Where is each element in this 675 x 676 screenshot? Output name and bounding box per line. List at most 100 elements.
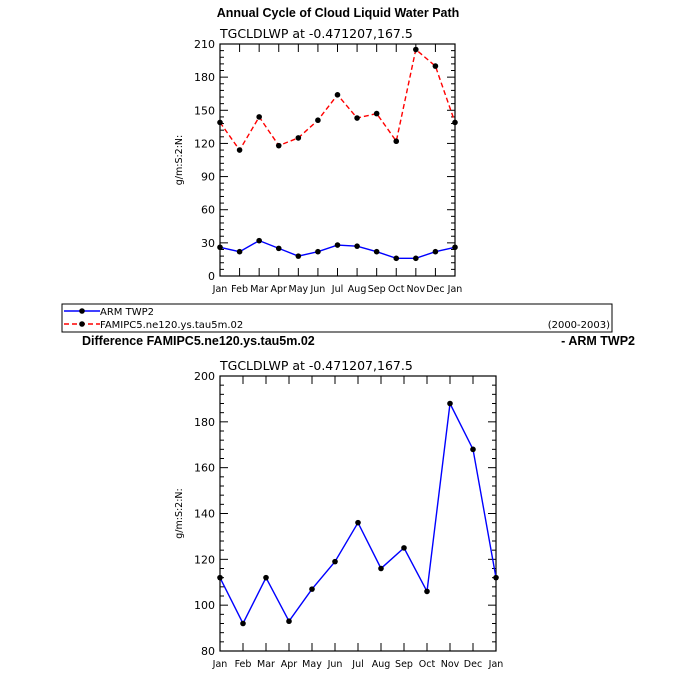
data-point: [295, 253, 302, 259]
top-chart-title: Annual Cycle of Cloud Liquid Water Path: [217, 6, 460, 20]
x-tick-label: Apr: [281, 659, 298, 670]
data-point: [315, 117, 321, 124]
difference-title: Difference FAMIPC5.ne120.ys.tau5m.02: [82, 334, 315, 348]
x-tick-label: May: [289, 284, 309, 295]
data-point: [332, 558, 338, 565]
x-tick-label: Nov: [441, 659, 460, 670]
y-axis-label: g/m:S:2:N:: [174, 488, 185, 538]
y-tick-label: 30: [201, 237, 215, 250]
y-tick-label: 0: [208, 270, 215, 283]
y-tick-label: 60: [201, 204, 215, 217]
x-tick-label: Aug: [372, 659, 391, 670]
y-axis-label: g/m:S:2:N:: [174, 135, 185, 185]
data-point: [413, 255, 419, 262]
data-point: [334, 242, 341, 248]
plot-frame: [219, 43, 456, 277]
legend: ARM TWP2 FAMIPC5.ne120.ys.tau5m.02 (2000-…: [61, 303, 613, 333]
y-tick-label: 180: [194, 416, 215, 429]
data-point: [355, 519, 361, 526]
x-tick-label: May: [302, 659, 322, 670]
data-point: [373, 110, 380, 117]
y-tick-label: 90: [201, 171, 215, 184]
x-tick-label: Sep: [368, 284, 386, 295]
data-point: [393, 138, 400, 145]
y-tick-label: 120: [194, 137, 215, 150]
x-tick-label: Jan: [212, 284, 228, 295]
x-tick-label: Jun: [309, 284, 325, 295]
y-tick-label: 140: [194, 508, 215, 521]
x-tick-label: Jun: [327, 659, 343, 670]
data-point: [354, 243, 360, 249]
y-tick-label: 80: [201, 645, 215, 658]
data-point: [354, 115, 360, 121]
data-point: [315, 248, 321, 255]
x-tick-label: Sep: [395, 659, 413, 670]
x-tick-label: Feb: [235, 659, 252, 670]
x-tick-label: Oct: [388, 284, 405, 295]
data-point: [263, 574, 269, 581]
x-tick-label: Feb: [231, 284, 248, 295]
data-point: [452, 244, 458, 251]
data-point: [393, 255, 400, 262]
x-tick-label: Mar: [250, 284, 268, 295]
data-point: [432, 248, 439, 255]
y-tick-label: 120: [194, 553, 215, 566]
data-point: [334, 92, 341, 98]
x-tick-label: Dec: [426, 284, 444, 295]
data-point: [286, 618, 292, 625]
difference-chart: TGCLDLWP at -0.471207,167.5 80 100 120 140 16…: [174, 358, 503, 670]
x-tick-label: Nov: [407, 284, 426, 295]
chart-subtitle: TGCLDLWP at -0.471207,167.5: [219, 358, 413, 373]
data-point: [452, 119, 458, 126]
legend-marker: [79, 321, 85, 327]
x-tick-label: Dec: [464, 659, 482, 670]
data-point: [378, 565, 384, 572]
y-tick-label: 200: [194, 370, 215, 383]
data-point: [295, 135, 302, 141]
x-tick-label: Oct: [419, 659, 436, 670]
data-point: [217, 574, 223, 581]
data-point: [256, 114, 262, 120]
data-point: [413, 46, 419, 53]
data-point: [470, 446, 476, 453]
x-tick-label: Jan: [212, 659, 228, 670]
x-tick-label: Jul: [351, 659, 363, 670]
legend-label: FAMIPC5.ne120.ys.tau5m.02: [100, 320, 243, 331]
data-point: [432, 63, 439, 69]
y-tick-label: 210: [194, 38, 215, 51]
series-line: [219, 48, 456, 152]
data-point: [493, 574, 499, 581]
x-tick-label: Aug: [348, 284, 367, 295]
plot-frame: [219, 375, 497, 652]
data-point: [236, 248, 243, 255]
data-point: [275, 245, 282, 252]
cloud-lwp-annual-cycle-chart: TGCLDLWP at -0.471207,167.5 0 30 60 90 120 150…: [174, 26, 462, 295]
chart-subtitle: TGCLDLWP at -0.471207,167.5: [219, 26, 413, 41]
series-line: [219, 401, 497, 626]
data-point: [217, 119, 223, 126]
y-tick-label: 150: [194, 104, 215, 117]
data-point: [217, 244, 223, 251]
legend-marker: [79, 308, 85, 314]
data-point: [373, 248, 380, 255]
data-point: [240, 620, 246, 627]
difference-title-suffix: - ARM TWP2: [561, 334, 635, 348]
y-tick-label: 100: [194, 599, 215, 612]
y-tick-label: 180: [194, 71, 215, 84]
data-point: [256, 237, 262, 244]
x-tick-label: Jan: [447, 284, 463, 295]
x-tick-label: Jan: [488, 659, 504, 670]
data-point: [309, 586, 315, 592]
x-tick-label: Jul: [331, 284, 343, 295]
x-tick-label: Apr: [271, 284, 288, 295]
legend-box: [61, 303, 613, 333]
x-tick-label: Mar: [257, 659, 275, 670]
data-point: [275, 142, 282, 149]
legend-period: (2000-2003): [548, 320, 610, 331]
data-point: [447, 400, 453, 407]
y-tick-label: 160: [194, 462, 215, 475]
data-point: [236, 147, 243, 153]
legend-label: ARM TWP2: [100, 307, 154, 318]
data-point: [401, 545, 407, 551]
